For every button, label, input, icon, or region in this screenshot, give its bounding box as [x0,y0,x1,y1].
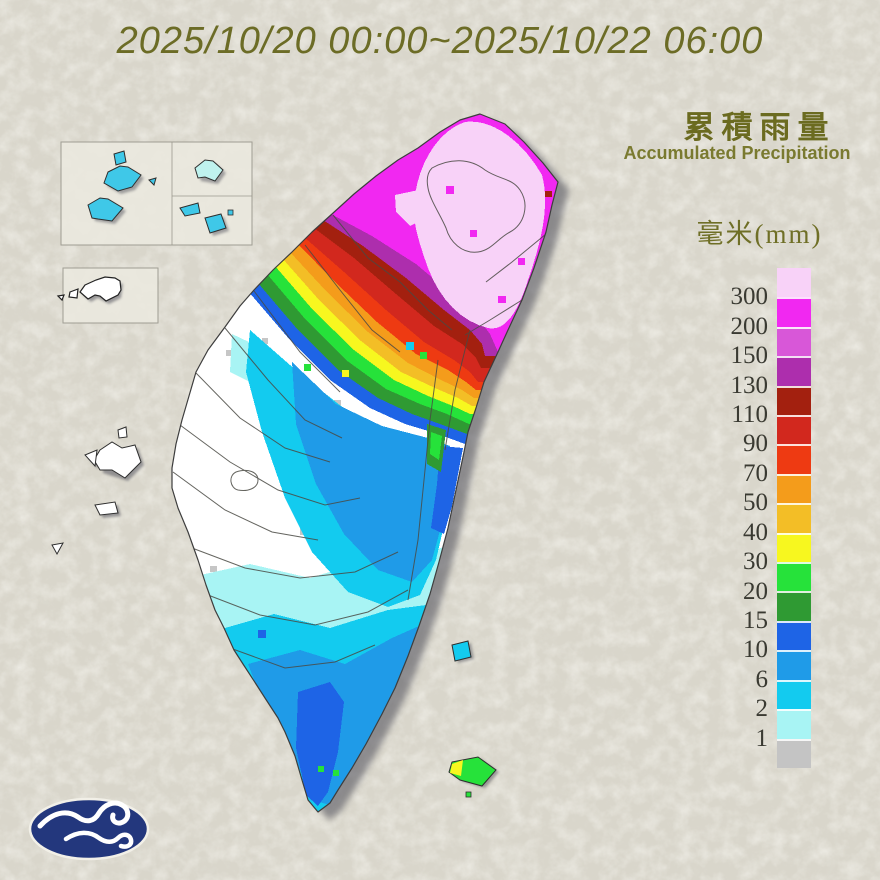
legend-color-band-6 [777,679,811,710]
legend-color-band-70 [777,473,811,504]
legend-color-band-90 [777,444,811,474]
zone-over-300mm [395,121,546,329]
legend-color-band-10 [777,650,811,680]
penghu-islands [51,426,144,556]
legend-color-band-2 [777,709,811,739]
legend-color-band-110 [777,415,811,445]
matsu-islands [87,150,157,222]
legend-tick-labels: 300 200 150 130 110 90 70 50 40 30 20 15 10 6 2 1 [688,0,769,880]
legend-tick-20: 20 [743,577,768,605]
legend-title-zh: 累積雨量 [683,110,836,145]
legend-tick-15: 15 [743,606,768,634]
legend-tick-30: 30 [743,548,768,576]
legend-color-band-15 [777,620,811,651]
legend-color-band-200 [777,326,811,357]
legend-tick-40: 40 [743,518,768,546]
penghu-inset-island [56,276,122,302]
legend-color-band-max [777,268,811,298]
orchid-island [448,756,499,798]
legend-color-band-150 [777,356,811,386]
legend-tick-150: 150 [730,342,769,370]
legend-color-band-50 [777,503,811,533]
legend-tick-6: 6 [755,665,769,693]
inset-penghu-box [56,267,159,324]
page-title: 2025/10/20 00:00~2025/10/22 06:00 [116,20,764,62]
legend-tick-70: 70 [743,459,768,487]
legend-colorbar [777,268,811,768]
legend-color-band-30 [777,562,811,592]
taiwan-coastline [171,113,559,813]
legend-color-band-300 [777,297,811,327]
county-borders [172,160,547,669]
inset-matsu-kinmen-box [60,141,253,246]
legend-color-band-130 [777,385,811,416]
legend-tick-50: 50 [743,489,768,517]
legend-tick-200: 200 [730,312,769,340]
cwa-logo [28,797,150,861]
legend-tick-1: 1 [755,724,769,752]
legend-tick-90: 90 [743,430,768,458]
legend-tick-2: 2 [755,695,769,723]
legend-color-band-20 [777,591,811,621]
legend-title-en: Accumulated Precipitation [623,143,851,163]
legend-color-band-40 [777,532,811,563]
legend-color-band-1 [777,738,811,768]
legend-unit: 毫米(mm) [696,219,823,249]
green-island [451,640,474,663]
cloud-swirl-lower [63,830,134,849]
legend-tick-300: 300 [730,283,769,311]
legend-tick-10: 10 [743,636,768,664]
legend-tick-110: 110 [731,401,768,429]
kinmen-islands [179,159,234,234]
legend-tick-130: 130 [730,371,769,399]
cloud-swirl-upper [37,800,131,829]
detail-speckles [258,186,552,776]
